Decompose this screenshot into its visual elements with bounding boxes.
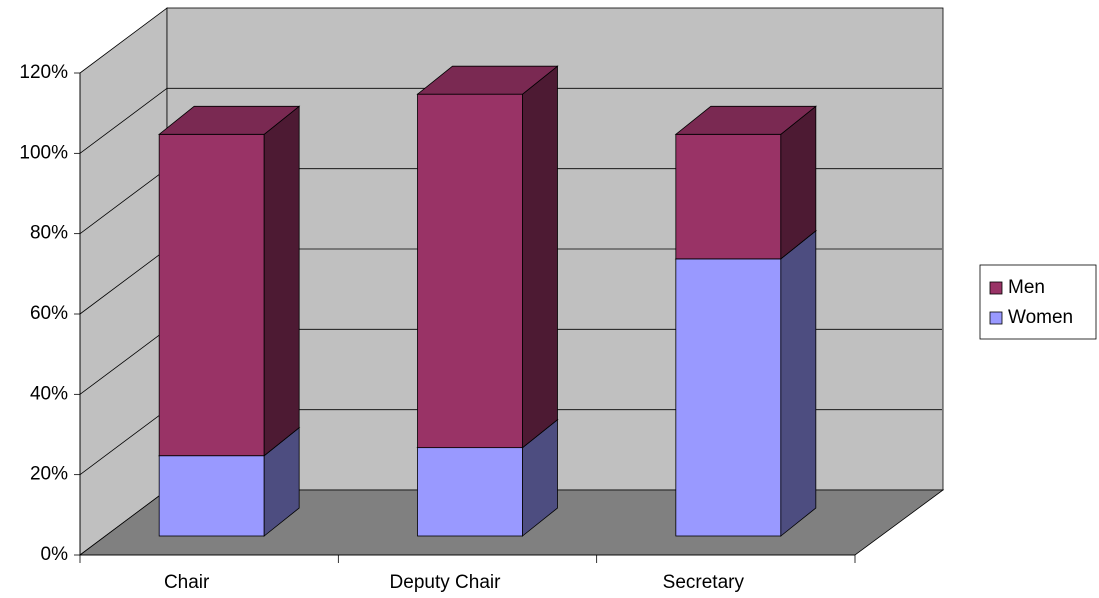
legend-swatch [989, 281, 1003, 295]
bar-segment [417, 447, 523, 537]
y-tick-label: 20% [30, 464, 68, 485]
y-tick-label: 80% [30, 223, 68, 244]
bar-top [158, 105, 301, 135]
bar-side [263, 105, 300, 457]
y-tick-label: 40% [30, 383, 68, 404]
grid-line [79, 248, 168, 315]
y-tick-label: 120% [19, 62, 68, 83]
grid-line [79, 88, 168, 154]
grid-line [79, 409, 168, 475]
x-tick-label: Secretary [663, 572, 745, 593]
y-tick-label: 60% [30, 303, 68, 324]
legend-label: Men [1008, 277, 1045, 298]
bar-segment [675, 258, 782, 537]
bar-segment [675, 133, 782, 260]
grid-line [79, 329, 168, 395]
x-tick-label: Chair [164, 572, 210, 593]
bar-side [780, 230, 817, 537]
y-tick-label: 100% [19, 142, 68, 163]
bar-side [522, 65, 558, 449]
bar-segment [158, 455, 265, 537]
bar-top [674, 105, 817, 135]
bar-segment [158, 133, 265, 457]
y-tick-label: 0% [41, 544, 69, 565]
legend-swatch [989, 311, 1003, 325]
bar-top [416, 65, 559, 95]
bar-segment [417, 93, 523, 449]
grid-line [79, 168, 168, 234]
legend-label: Women [1008, 307, 1073, 328]
x-tick-label: Deputy Chair [390, 572, 502, 593]
legend [979, 264, 1097, 340]
